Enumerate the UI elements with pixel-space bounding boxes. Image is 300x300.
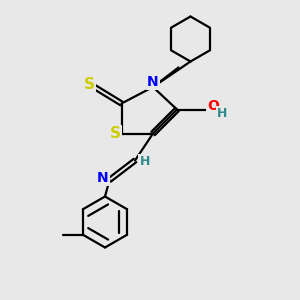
Text: N: N	[97, 171, 109, 184]
Text: H: H	[140, 155, 150, 169]
Text: S: S	[110, 126, 120, 141]
Text: N: N	[147, 75, 159, 88]
Text: O: O	[207, 99, 219, 113]
Text: S: S	[84, 76, 94, 92]
Text: H: H	[217, 106, 227, 120]
